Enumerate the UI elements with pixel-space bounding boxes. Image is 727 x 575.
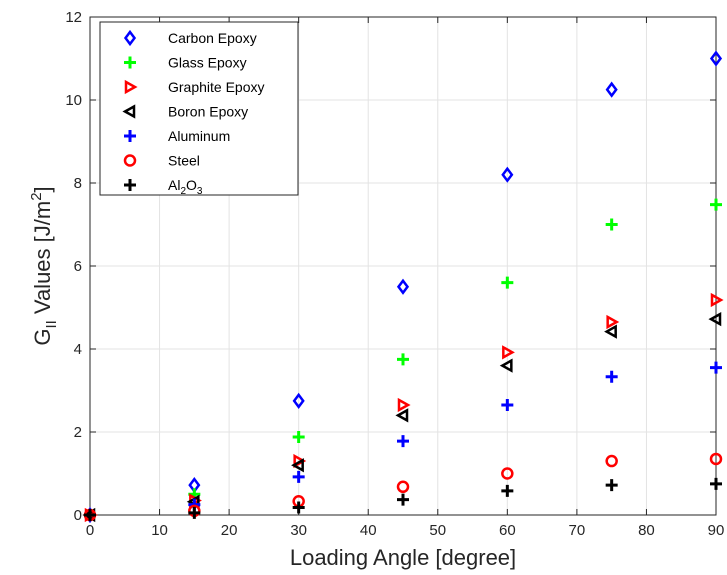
legend-label-5: Steel: [168, 153, 200, 169]
marker-s6-p3: [397, 493, 409, 506]
marker-s3-p5: [604, 324, 617, 339]
x-tick-label-1: 10: [151, 522, 168, 539]
marker-s5-p3: [396, 480, 410, 494]
marker-s4-p2: [292, 470, 305, 483]
x-tick-label-2: 20: [221, 522, 238, 539]
marker-s4-p6: [710, 361, 722, 374]
marker-s0-p3: [396, 278, 410, 295]
marker-s5-p6: [709, 452, 723, 466]
x-tick-label-8: 80: [638, 522, 655, 539]
y-tick-label-4: 8: [74, 175, 82, 192]
marker-s1-p2: [292, 430, 305, 443]
x-tick-label-3: 30: [290, 522, 307, 539]
marker-s4-p5: [605, 370, 618, 383]
legend-label-1: Glass Epoxy: [168, 55, 247, 71]
x-tick-label-5: 50: [429, 522, 446, 539]
marker-s4-p3: [397, 435, 409, 448]
legend-label-2: Graphite Epoxy: [168, 79, 265, 95]
marker-s2-p6: [710, 292, 724, 308]
marker-s5-p5: [605, 454, 618, 468]
axis-ticks: [89, 16, 717, 516]
y-axis-title: GII Values [J/m2]: [28, 186, 60, 345]
legend-marker-6: [124, 179, 136, 191]
marker-s0-p6: [709, 50, 723, 67]
marker-s6-p4: [501, 484, 514, 497]
marker-s1-p6: [710, 198, 722, 211]
marker-s1-p4: [501, 276, 514, 289]
marker-s3-p4: [499, 358, 513, 373]
legend-label-0: Carbon Epoxy: [168, 30, 257, 46]
marker-s2-p5: [606, 314, 620, 330]
legend-marker-3: [122, 104, 136, 119]
legend-marker-5: [123, 154, 137, 167]
data-markers: [82, 50, 724, 524]
marker-s1-p5: [605, 218, 618, 231]
marker-s5-p4: [501, 467, 514, 480]
marker-s6-p5: [605, 479, 618, 492]
marker-s4-p4: [501, 399, 514, 412]
legend-label-6: Al2O3: [168, 177, 203, 197]
marker-s6-p0: [84, 509, 96, 521]
legend-marker-1: [124, 56, 136, 69]
x-axis-title: Loading Angle [degree]: [290, 545, 516, 570]
y-tick-label-0: 0: [74, 507, 82, 524]
legend: Carbon Epoxy Glass Epoxy Graphite Epoxy Bor…: [99, 21, 299, 197]
legend-label-4: Aluminum: [168, 128, 230, 144]
legend-label-3: Boron Epoxy: [168, 104, 248, 120]
x-tick-label-9: 90: [708, 522, 725, 539]
marker-s0-p5: [605, 81, 618, 98]
legend-marker-0: [123, 29, 137, 47]
x-tick-label-6: 60: [499, 522, 516, 539]
legend-marker-4: [124, 130, 136, 142]
x-tick-labels: 0 10 20 30 40 50 60 70 80 90: [86, 522, 725, 539]
y-tick-label-6: 12: [65, 9, 82, 26]
marker-s3-p6: [708, 311, 722, 327]
marker-s1-p3: [397, 353, 409, 366]
x-tick-label-0: 0: [86, 522, 94, 539]
marker-s6-p2: [292, 501, 305, 514]
marker-s3-p2: [291, 458, 304, 473]
legend-marker-2: [124, 79, 138, 95]
y-tick-labels: 0 2 4 6 8 10 12: [65, 9, 82, 524]
y-tick-label-3: 6: [74, 258, 82, 275]
marker-s3-p3: [395, 408, 409, 423]
marker-s2-p3: [397, 397, 411, 413]
y-tick-label-1: 2: [74, 424, 82, 441]
x-tick-label-7: 70: [569, 522, 586, 539]
x-tick-label-4: 40: [360, 522, 377, 539]
marker-s2-p4: [502, 345, 515, 360]
y-tick-label-5: 10: [65, 92, 82, 109]
marker-s0-p4: [501, 166, 514, 183]
marker-s6-p6: [710, 477, 722, 490]
marker-s6-p1: [188, 506, 201, 519]
y-tick-label-2: 4: [74, 341, 82, 358]
marker-s0-p2: [292, 392, 305, 409]
